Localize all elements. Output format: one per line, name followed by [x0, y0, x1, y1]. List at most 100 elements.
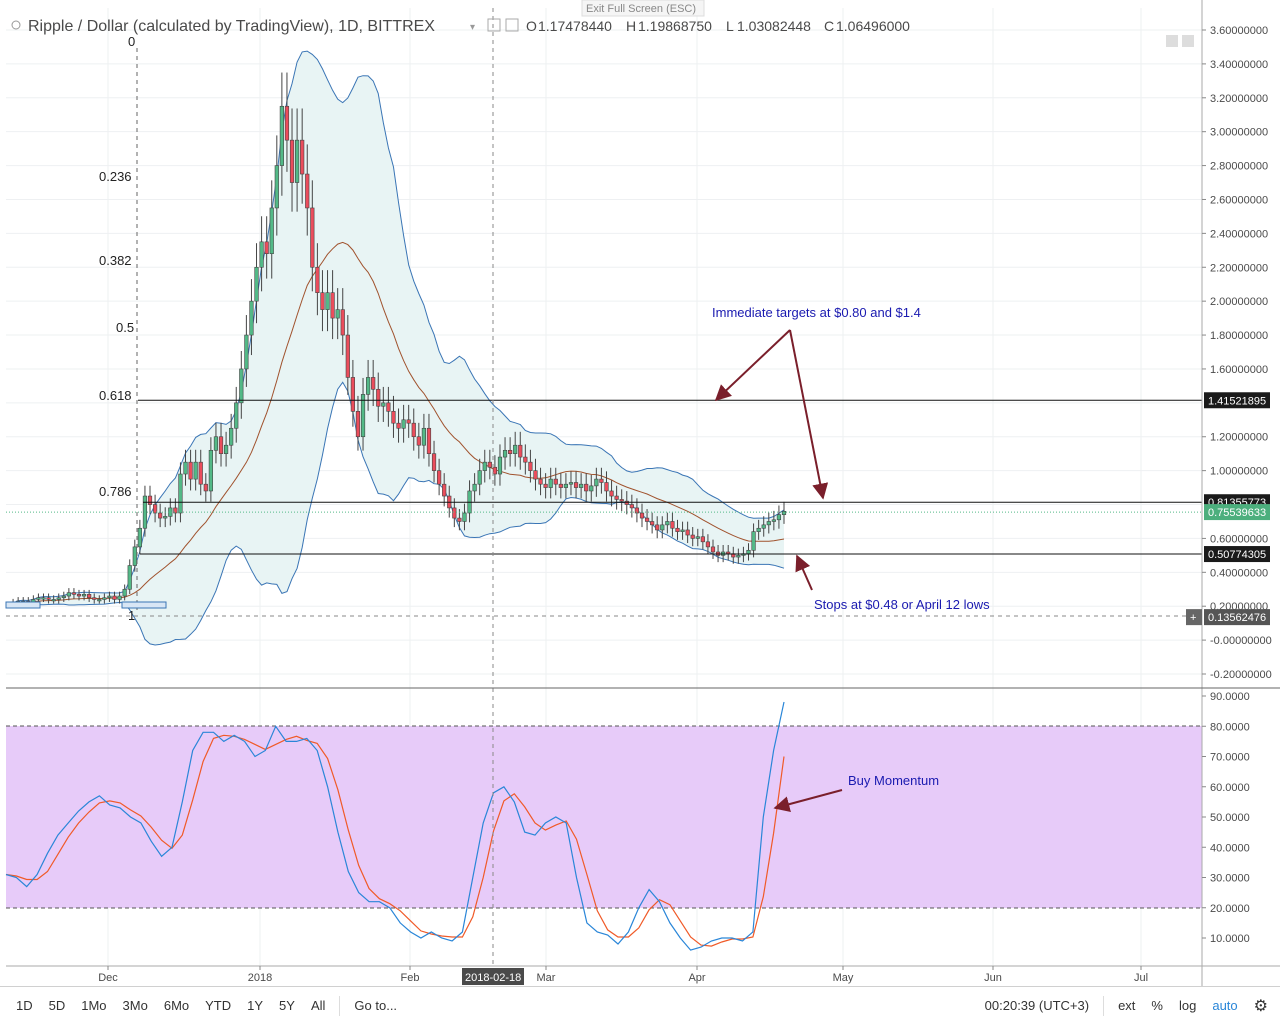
candle-body — [102, 597, 107, 600]
candle-body — [558, 483, 563, 488]
stochastic-overbought-oversold-band — [6, 726, 1202, 908]
ohlc-close-label: C — [824, 18, 834, 34]
candle-body — [695, 536, 700, 539]
candle-body — [76, 594, 82, 597]
candle-body — [87, 594, 92, 599]
candle-body — [137, 527, 142, 548]
range-3mo-button[interactable]: 3Mo — [122, 998, 148, 1013]
candle-body — [152, 504, 158, 514]
price-tag-box — [1204, 546, 1270, 563]
time-tick-label: 2018 — [248, 972, 272, 984]
range-ytd-button[interactable]: YTD — [205, 998, 232, 1013]
candle-body — [366, 377, 371, 395]
stochastic-rsi — [5, 701, 785, 951]
stops-annotation: Stops at $0.48 or April 12 lows — [814, 597, 990, 612]
log-scale-toggle[interactable]: log — [1178, 998, 1197, 1013]
oscillator-axis[interactable]: 90.0000 80.0000 70.0000 60.0000 50.0000 40.00… — [1202, 691, 1250, 945]
candle-body — [766, 521, 771, 526]
candle-body — [223, 444, 229, 454]
ohlc-high-value: 1.19868750 — [638, 18, 712, 34]
horizontal-levels — [6, 399, 1202, 555]
candle-body — [492, 466, 498, 475]
plus-icon: + — [1190, 612, 1196, 624]
exit-fullscreen-label[interactable]: Exit Full Screen (ESC) — [586, 3, 696, 15]
candle-body — [345, 334, 350, 378]
candle-body — [269, 207, 274, 255]
candle-body — [452, 507, 457, 519]
candle-body — [46, 597, 51, 600]
candle-body — [589, 485, 594, 492]
range-5y-button[interactable]: 5Y — [279, 998, 295, 1013]
time-tick-label: Jun — [984, 972, 1002, 984]
range-1y-button[interactable]: 1Y — [247, 998, 264, 1013]
price-axis[interactable]: 3.60000000 3.40000000 3.20000000 3.00000000… — [1202, 25, 1272, 681]
settings-icon[interactable] — [487, 18, 501, 32]
range-all-button[interactable]: All — [310, 998, 326, 1013]
candle-body — [92, 597, 97, 600]
candle-body — [751, 531, 756, 551]
range-5d-button[interactable]: 5D — [48, 998, 66, 1013]
range-6mo-button[interactable]: 6Mo — [163, 998, 190, 1013]
candle-body — [776, 514, 782, 521]
exit-fullscreen-box[interactable] — [581, 0, 705, 17]
fib-anchor-box-left — [5, 601, 41, 609]
candle-body — [523, 456, 528, 463]
fib-level-label: 0.382 — [99, 253, 132, 268]
osc-tick-label: 10.0000 — [1210, 933, 1250, 945]
chevron-down-icon[interactable]: ▾ — [470, 22, 475, 33]
time-tick-label: Apr — [688, 972, 705, 984]
candle-body — [406, 419, 411, 424]
bollinger-fill — [8, 51, 784, 646]
candle-body — [736, 555, 741, 558]
candle-body — [305, 173, 310, 209]
candle-body — [371, 377, 376, 390]
candle-body — [553, 478, 558, 485]
candle-body — [294, 139, 300, 183]
compare-icon[interactable] — [505, 18, 519, 32]
candle-body — [508, 449, 513, 454]
goto-date-button[interactable]: Go to... — [354, 998, 398, 1013]
trading-chart[interactable]: 0 0.236 0.382 0.5 0.618 0.786 1 3.60000000 3.40… — [0, 0, 1280, 986]
osc-tick-label: 40.0000 — [1210, 842, 1250, 854]
close-pane-icon[interactable] — [1182, 35, 1194, 47]
candle-body — [487, 461, 492, 468]
candle-body — [239, 368, 244, 404]
candle-body — [660, 524, 665, 531]
range-1mo-button[interactable]: 1Mo — [81, 998, 107, 1013]
candle-body — [563, 483, 569, 488]
price-tick-label: 3.00000000 — [1210, 127, 1268, 139]
fib-level-label: 0.618 — [99, 388, 132, 403]
price-tick-label: 3.40000000 — [1210, 59, 1268, 71]
crosshair-date-tag — [462, 968, 524, 985]
price-tick-label: 2.40000000 — [1210, 228, 1268, 240]
candle-body — [350, 377, 355, 412]
price-tick-label: 2.60000000 — [1210, 194, 1268, 206]
fib-level-label: 1 — [128, 608, 135, 623]
osc-tick-label: 80.0000 — [1210, 721, 1250, 733]
candle-body — [746, 549, 751, 554]
price-tick-label: 3.60000000 — [1210, 25, 1268, 37]
maximize-pane-icon[interactable] — [1166, 35, 1178, 47]
price-tag-box — [1204, 609, 1270, 626]
clock-timezone[interactable]: 00:20:39 (UTC+3) — [984, 998, 1090, 1013]
grid-lines — [6, 8, 1202, 966]
candle-body — [594, 478, 599, 487]
candle-body — [477, 470, 482, 485]
percent-scale-toggle[interactable]: % — [1151, 998, 1163, 1013]
candle-body — [726, 551, 731, 554]
price-tick-label: -0.20000000 — [1210, 669, 1272, 681]
price-tag-label: 0.50774305 — [1208, 549, 1266, 561]
gear-icon[interactable]: ⚙ — [1253, 997, 1268, 1015]
symbol-title[interactable]: Ripple / Dollar (calculated by TradingVi… — [28, 18, 435, 35]
candle-body — [376, 388, 381, 407]
extended-hours-toggle[interactable]: ext — [1118, 998, 1136, 1013]
candle-body — [700, 536, 705, 543]
auto-scale-toggle[interactable]: auto — [1212, 998, 1238, 1013]
range-1d-button[interactable]: 1D — [16, 998, 33, 1013]
candle-body — [381, 402, 386, 407]
candle-body — [462, 512, 467, 522]
candle-body — [604, 482, 609, 492]
pane-controls[interactable] — [1166, 35, 1194, 47]
time-axis[interactable]: Dec 2018 Feb Mar Apr May Jun Jul — [98, 966, 1148, 984]
